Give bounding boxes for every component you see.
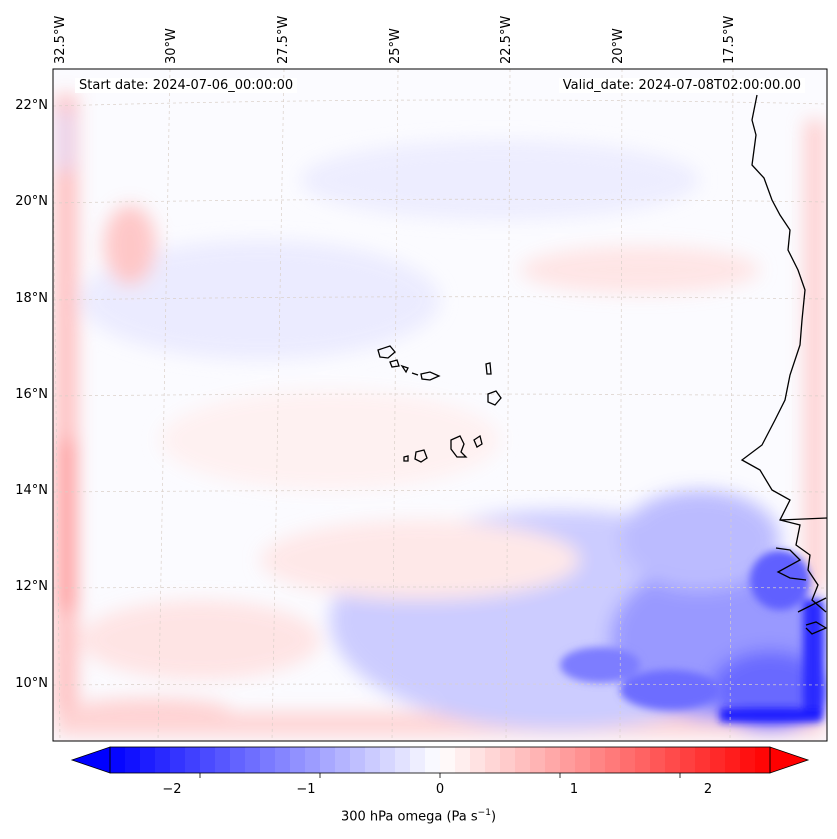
valid-date-label: Valid_date: 2024-07-08T02:00:00.00 [558, 78, 805, 93]
colorbar-band [665, 747, 681, 773]
colorbar-band [440, 747, 456, 773]
colorbar-band [365, 747, 381, 773]
colorbar-band [545, 747, 561, 773]
colorbar-band [290, 747, 306, 773]
lon-label: 30°W [164, 28, 179, 64]
colorbar-band [590, 747, 606, 773]
colorbar-band [500, 747, 516, 773]
colorbar-band [320, 747, 336, 773]
colorbar-band [215, 747, 231, 773]
lon-label: 27.5°W [276, 15, 291, 64]
colorbar-band [635, 747, 651, 773]
colorbar-band [515, 747, 531, 773]
lat-label: 16°N [15, 387, 48, 402]
coastline [377, 94, 827, 635]
colorbar-band [620, 747, 636, 773]
colorbar-tick-label: −1 [296, 782, 316, 797]
colorbar-band [470, 747, 486, 773]
colorbar-band [530, 747, 546, 773]
colorbar-tick-label: 0 [435, 782, 445, 797]
lat-label: 22°N [15, 98, 48, 113]
colorbar-band [260, 747, 276, 773]
colorbar-band [155, 747, 171, 773]
colorbar-tick-label: 1 [569, 782, 579, 797]
colorbar [70, 746, 810, 778]
colorbar-band [605, 747, 621, 773]
lat-label: 12°N [15, 579, 48, 594]
lat-label: 20°N [15, 194, 48, 209]
colorbar-band [275, 747, 291, 773]
colorbar-band [230, 747, 246, 773]
colorbar-band [110, 747, 126, 773]
start-date-label: Start date: 2024-07-06_00:00:00 [75, 78, 298, 93]
colorbar-band [125, 747, 141, 773]
lat-label: 18°N [15, 291, 48, 306]
colorbar-band [305, 747, 321, 773]
colorbar-tick-label: 2 [703, 782, 713, 797]
lat-label: 14°N [15, 483, 48, 498]
lon-label: 20°W [611, 28, 626, 64]
colorbar-band [425, 747, 441, 773]
colorbar-band [380, 747, 396, 773]
colorbar-band [755, 747, 771, 773]
colorbar-band [395, 747, 411, 773]
lon-label: 17.5°W [722, 15, 737, 64]
colorbar-tick-label: −2 [162, 782, 182, 797]
colorbar-label: 300 hPa omega (Pa s−1) [340, 808, 497, 825]
colorbar-band [455, 747, 471, 773]
omega-field [55, 95, 827, 736]
colorbar-band [245, 747, 261, 773]
colorbar-band [170, 747, 186, 773]
colorbar-band [350, 747, 366, 773]
colorbar-band [185, 747, 201, 773]
gridlines [53, 69, 827, 741]
colorbar-band [335, 747, 351, 773]
lon-label: 25°W [388, 28, 403, 64]
colorbar-band [485, 747, 501, 773]
colorbar-band [695, 747, 711, 773]
colorbar-extend-high [769, 746, 810, 774]
lon-label: 32.5°W [53, 15, 68, 64]
colorbar-band [740, 747, 756, 773]
colorbar-band [560, 747, 576, 773]
colorbar-band [410, 747, 426, 773]
colorbar-extend-low [70, 746, 111, 774]
lon-label: 22.5°W [499, 15, 514, 64]
colorbar-band [650, 747, 666, 773]
colorbar-band [140, 747, 156, 773]
colorbar-band [200, 747, 216, 773]
colorbar-band [725, 747, 741, 773]
colorbar-band [710, 747, 726, 773]
lat-label: 10°N [15, 676, 48, 691]
colorbar-band [575, 747, 591, 773]
colorbar-band [680, 747, 696, 773]
